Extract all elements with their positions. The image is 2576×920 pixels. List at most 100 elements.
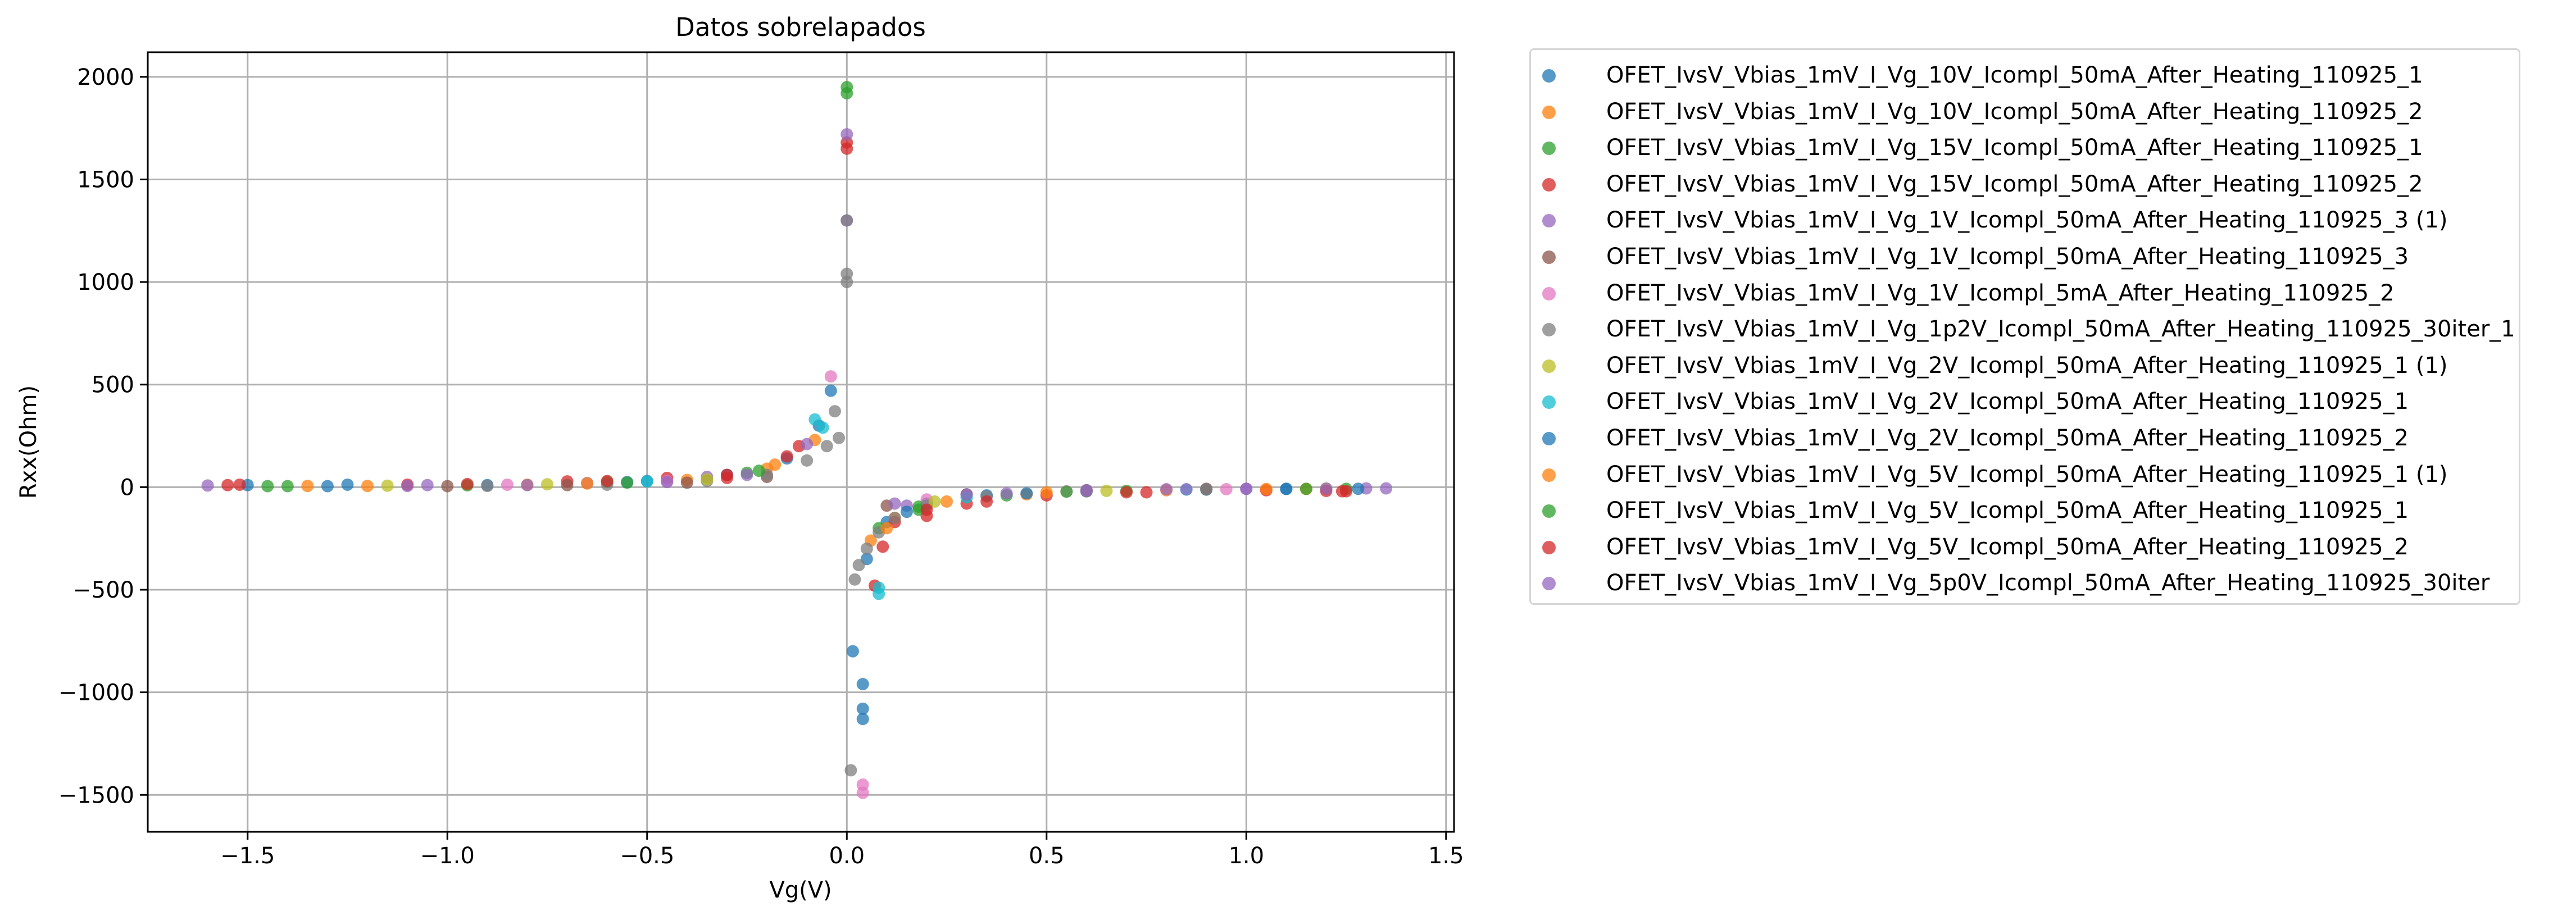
data-point <box>801 454 814 467</box>
y-tick-label: −1500 <box>58 782 134 808</box>
data-point <box>752 464 765 477</box>
x-tick-label: −1.0 <box>420 843 475 869</box>
legend-marker-icon <box>1542 69 1556 83</box>
legend-marker-icon <box>1542 432 1556 445</box>
data-point <box>841 87 853 100</box>
y-tick-label: 1500 <box>77 167 134 193</box>
data-point <box>860 542 873 555</box>
data-point <box>888 512 901 525</box>
x-tick-label: −1.5 <box>220 843 275 869</box>
y-tick-label: 500 <box>92 372 134 398</box>
data-point <box>1060 485 1073 498</box>
data-point <box>856 713 869 726</box>
legend-marker-icon <box>1542 395 1556 409</box>
legend-label: OFET_IvsV_Vbias_1mV_I_Vg_10V_Icompl_50mA… <box>1606 98 2423 125</box>
data-point <box>816 421 829 434</box>
data-point <box>301 480 314 493</box>
series-9 <box>381 473 1333 508</box>
x-tick-label: 0.0 <box>829 843 865 869</box>
data-point <box>233 478 246 491</box>
data-point <box>888 497 901 510</box>
y-tick-label: 2000 <box>77 65 134 90</box>
data-point <box>561 479 574 491</box>
data-point <box>1040 486 1053 499</box>
legend-item: OFET_IvsV_Vbias_1mV_I_Vg_5V_Icompl_50mA_… <box>1531 458 2519 492</box>
legend-item: OFET_IvsV_Vbias_1mV_I_Vg_5p0V_Icompl_50m… <box>1531 567 2519 600</box>
y-tick-label: −1000 <box>58 680 134 706</box>
y-axis-ticks: −1500 −1000 −500 0 500 1000 1500 2000 <box>58 65 148 808</box>
legend-label: OFET_IvsV_Vbias_1mV_I_Vg_5V_Icompl_50mA_… <box>1606 534 2409 560</box>
legend-marker-icon <box>1542 468 1556 482</box>
legend-label: OFET_IvsV_Vbias_1mV_I_Vg_1p2V_Icompl_50m… <box>1606 316 2515 343</box>
data-point <box>281 480 294 493</box>
data-point <box>1335 485 1348 498</box>
x-tick-label: −0.5 <box>620 843 674 869</box>
data-point <box>701 473 714 486</box>
data-point <box>820 440 833 453</box>
chart-title: Datos sobrelapados <box>675 12 926 42</box>
data-point <box>780 450 793 463</box>
data-point <box>1180 483 1193 496</box>
legend-marker-icon <box>1542 286 1556 300</box>
data-point <box>769 458 782 471</box>
legend-marker-icon <box>1542 577 1556 591</box>
legend: OFET_IvsV_Vbias_1mV_I_Vg_10V_Icompl_50mA… <box>1529 48 2520 605</box>
y-axis-label: Rxx(Ohm) <box>16 385 42 499</box>
legend-label: OFET_IvsV_Vbias_1mV_I_Vg_10V_Icompl_50mA… <box>1606 62 2423 88</box>
data-point <box>856 702 869 715</box>
data-point <box>461 477 474 490</box>
legend-marker-icon <box>1542 105 1556 119</box>
series-15 <box>401 468 1393 510</box>
data-point <box>808 413 821 426</box>
data-point <box>828 405 841 418</box>
data-point <box>928 495 941 508</box>
legend-item: OFET_IvsV_Vbias_1mV_I_Vg_2V_Icompl_50mA_… <box>1531 422 2519 456</box>
y-tick-label: 1000 <box>77 270 134 295</box>
data-point <box>1120 486 1133 499</box>
series-6 <box>441 471 1213 512</box>
x-tick-label: 0.5 <box>1029 843 1065 869</box>
legend-item: OFET_IvsV_Vbias_1mV_I_Vg_1V_Icompl_5mA_A… <box>1531 277 2519 311</box>
data-point <box>621 476 634 489</box>
legend-label: OFET_IvsV_Vbias_1mV_I_Vg_1V_Icompl_50mA_… <box>1606 207 2448 234</box>
data-point <box>844 764 857 777</box>
data-point <box>1380 482 1393 495</box>
data-point <box>1260 482 1273 495</box>
data-point <box>1000 487 1013 500</box>
data-point <box>846 645 859 658</box>
legend-item: OFET_IvsV_Vbias_1mV_I_Vg_2V_Icompl_50mA_… <box>1531 385 2519 419</box>
legend-item: OFET_IvsV_Vbias_1mV_I_Vg_10V_Icompl_50mA… <box>1531 95 2519 129</box>
legend-item: OFET_IvsV_Vbias_1mV_I_Vg_10V_Icompl_50mA… <box>1531 59 2519 93</box>
data-point <box>841 214 853 227</box>
data-point <box>920 503 933 516</box>
data-point <box>601 475 614 488</box>
data-point <box>321 480 334 493</box>
data-point <box>541 478 554 491</box>
data-point <box>900 505 913 518</box>
data-point <box>1020 487 1033 500</box>
data-point <box>720 471 733 484</box>
x-tick-label: 1.5 <box>1428 843 1464 869</box>
legend-label: OFET_IvsV_Vbias_1mV_I_Vg_2V_Icompl_50mA_… <box>1606 352 2448 379</box>
data-point <box>640 475 653 488</box>
data-point <box>441 480 454 493</box>
data-point <box>980 495 993 508</box>
data-point <box>680 476 693 489</box>
legend-item: OFET_IvsV_Vbias_1mV_I_Vg_15V_Icompl_50mA… <box>1531 131 2519 165</box>
data-point <box>401 480 414 493</box>
data-point <box>341 478 354 491</box>
x-axis-ticks: −1.5 −1.0 −0.5 0.0 0.5 1.0 1.5 <box>220 832 1464 869</box>
series-11 <box>241 384 1365 726</box>
series-14 <box>233 450 1348 553</box>
legend-label: OFET_IvsV_Vbias_1mV_I_Vg_15V_Icompl_50mA… <box>1606 135 2423 161</box>
series-12 <box>301 458 1273 535</box>
legend-label: OFET_IvsV_Vbias_1mV_I_Vg_5V_Icompl_50mA_… <box>1606 461 2448 488</box>
data-point <box>841 142 853 155</box>
legend-item: OFET_IvsV_Vbias_1mV_I_Vg_15V_Icompl_50mA… <box>1531 168 2519 202</box>
data-point <box>661 476 674 489</box>
data-point <box>1100 484 1113 497</box>
data-point <box>1240 482 1253 495</box>
legend-item: OFET_IvsV_Vbias_1mV_I_Vg_1V_Icompl_50mA_… <box>1531 204 2519 238</box>
legend-label: OFET_IvsV_Vbias_1mV_I_Vg_1V_Icompl_5mA_A… <box>1606 280 2395 306</box>
